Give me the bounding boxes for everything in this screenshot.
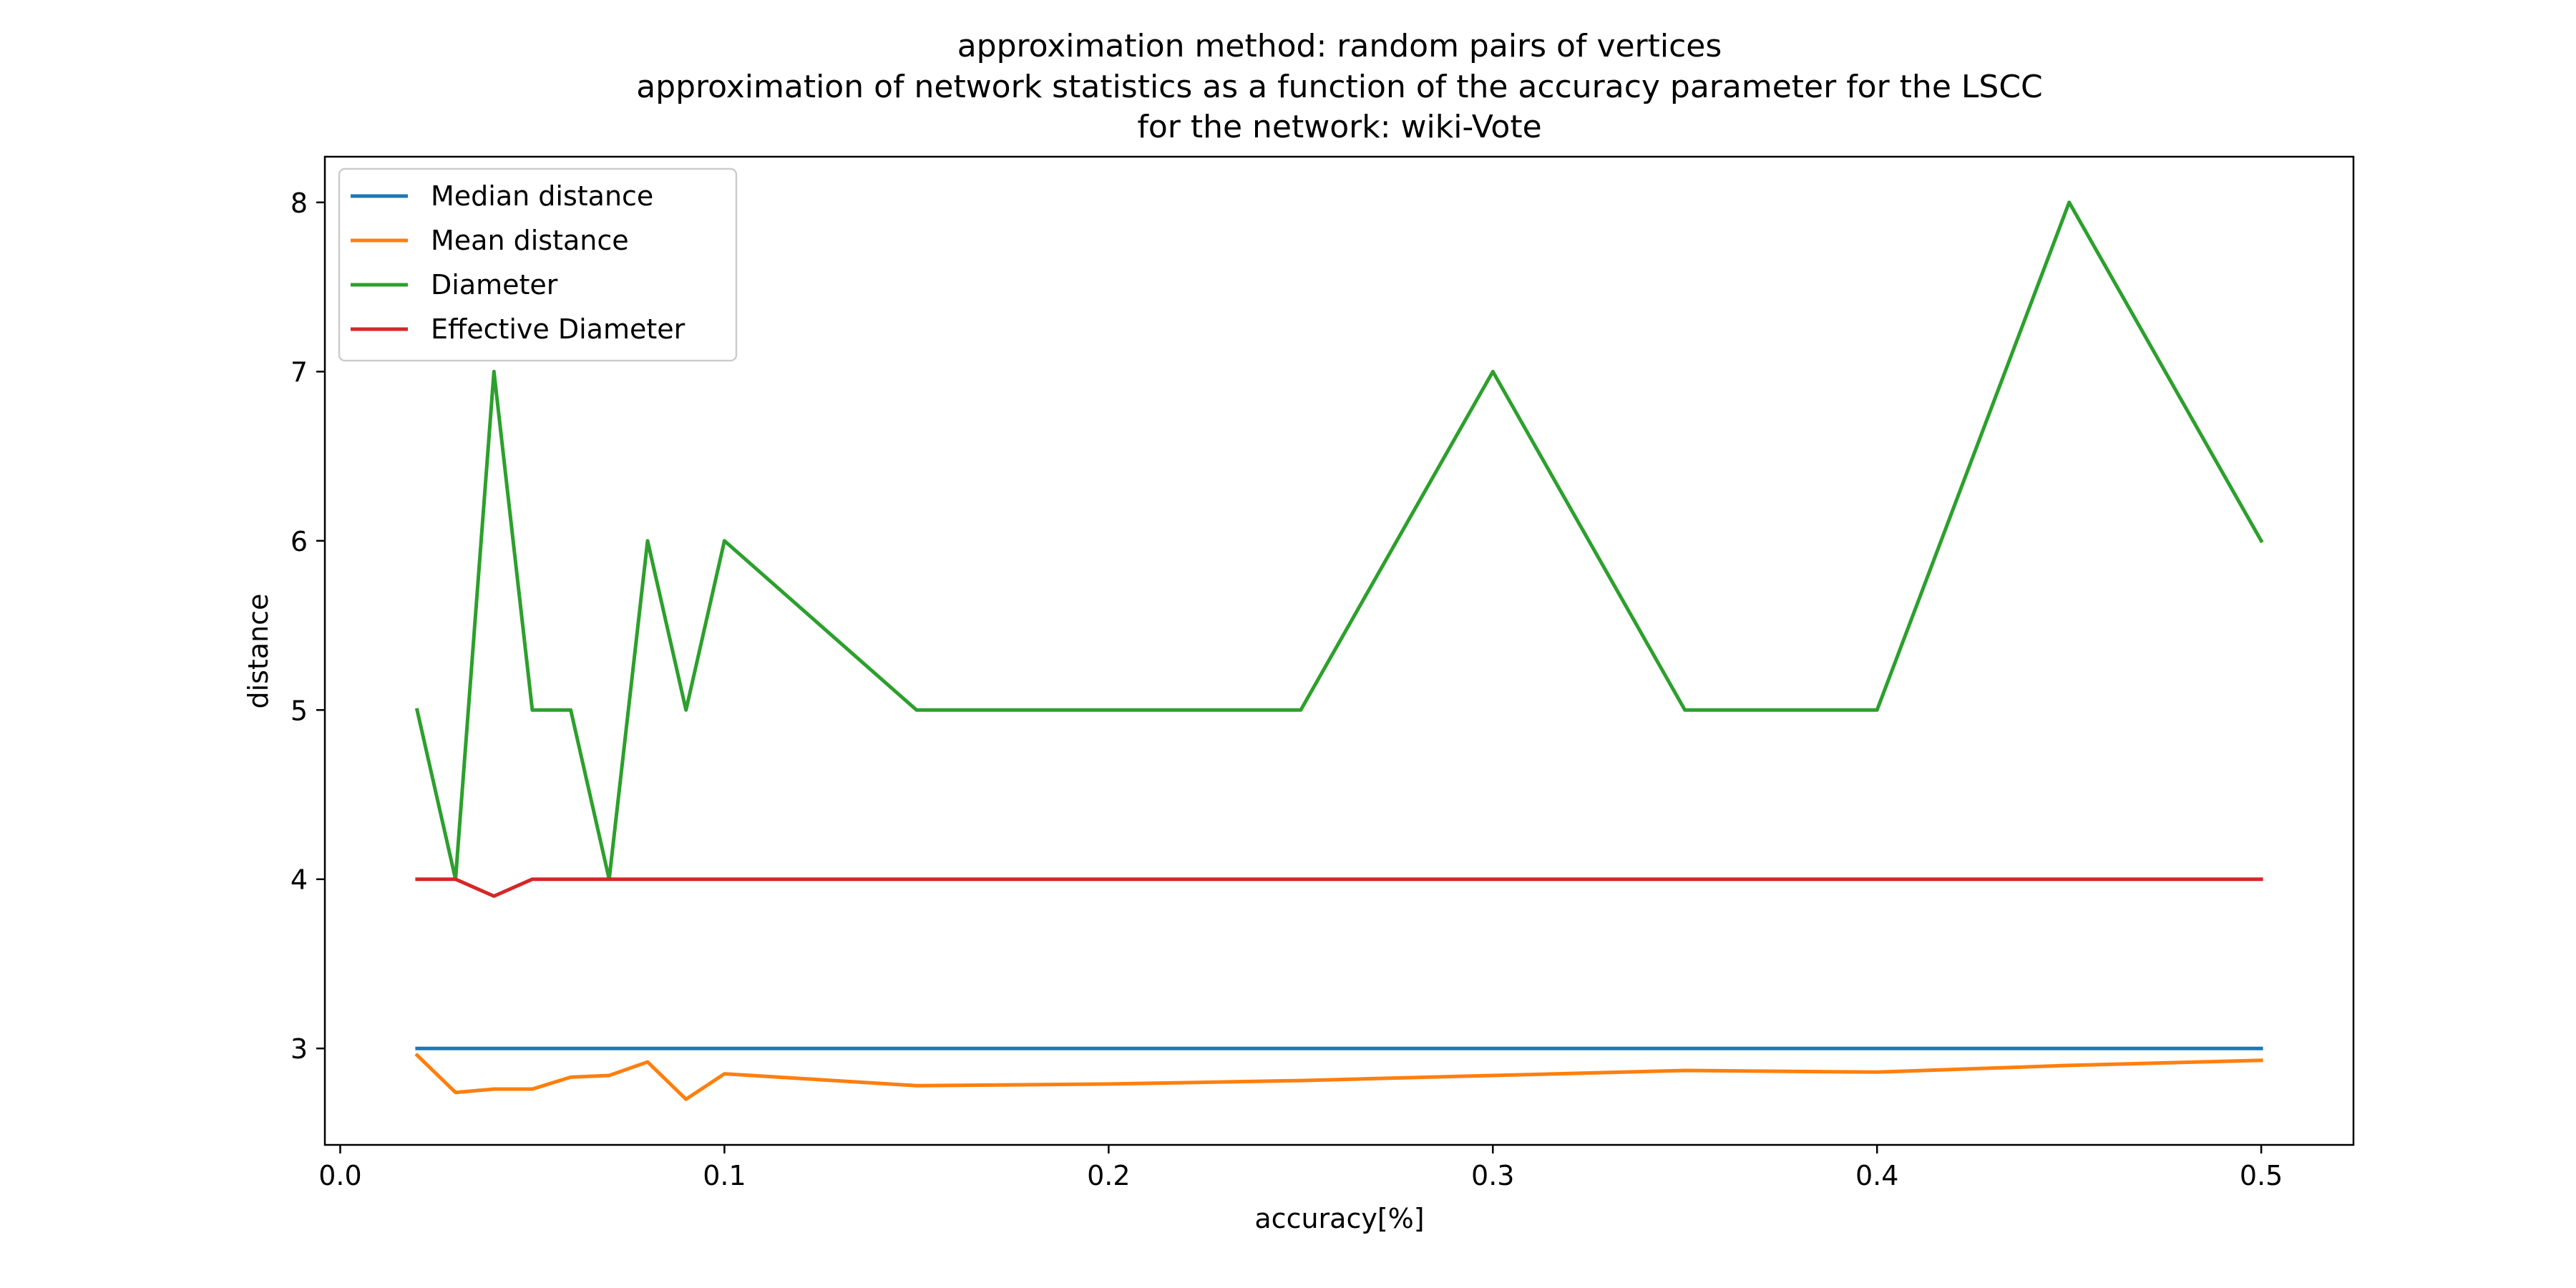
- chart-title-line-2: approximation of network statistics as a…: [636, 69, 2043, 105]
- plot-frame: [323, 155, 2355, 1146]
- plot-area: [414, 200, 2264, 1101]
- legend-box: [338, 167, 738, 362]
- x-tick-label: 0.1: [703, 1160, 746, 1191]
- legend-item: Effective Diameter: [351, 313, 686, 345]
- legend: Median distance Mean distance Diameter Effe…: [338, 167, 738, 362]
- legend-item: Diameter: [351, 269, 558, 301]
- y-tick-label: 4: [291, 864, 308, 896]
- x-axis-label: accuracy[%]: [1254, 1203, 1424, 1234]
- series-line-mean-distance: [414, 1053, 2263, 1101]
- legend-item: Mean distance: [351, 225, 629, 256]
- x-axis: 0.0 0.1 0.2 0.3 0.4 0.5: [318, 1145, 2283, 1191]
- y-tick-label: 6: [291, 526, 308, 557]
- y-tick-label: 5: [291, 695, 308, 726]
- series-line-diameter: [414, 200, 2264, 882]
- x-tick-label: 0.5: [2240, 1160, 2283, 1191]
- x-tick-label: 0.3: [1471, 1160, 1514, 1191]
- series-line-effective-diameter: [415, 877, 2263, 898]
- legend-label: Median distance: [431, 180, 653, 212]
- x-tick-label: 0.4: [1855, 1160, 1898, 1191]
- x-tick-label: 0.2: [1087, 1160, 1130, 1191]
- y-axis: 3 4 5 6 7 8: [291, 187, 325, 1065]
- chart-title-line-3: for the network: wiki-Vote: [1137, 109, 1541, 145]
- y-tick-label: 7: [291, 356, 308, 388]
- y-tick-label: 8: [291, 187, 308, 219]
- y-axis-label: distance: [243, 593, 274, 708]
- legend-item: Median distance: [351, 180, 653, 212]
- legend-label: Mean distance: [431, 225, 629, 256]
- legend-label: Effective Diameter: [431, 313, 686, 345]
- chart-title-line-1: approximation method: random pairs of ve…: [957, 28, 1722, 64]
- chart-title: approximation method: random pairs of ve…: [636, 28, 2043, 145]
- y-tick-label: 3: [291, 1033, 308, 1065]
- legend-label: Diameter: [431, 269, 558, 301]
- x-tick-label: 0.0: [318, 1160, 361, 1191]
